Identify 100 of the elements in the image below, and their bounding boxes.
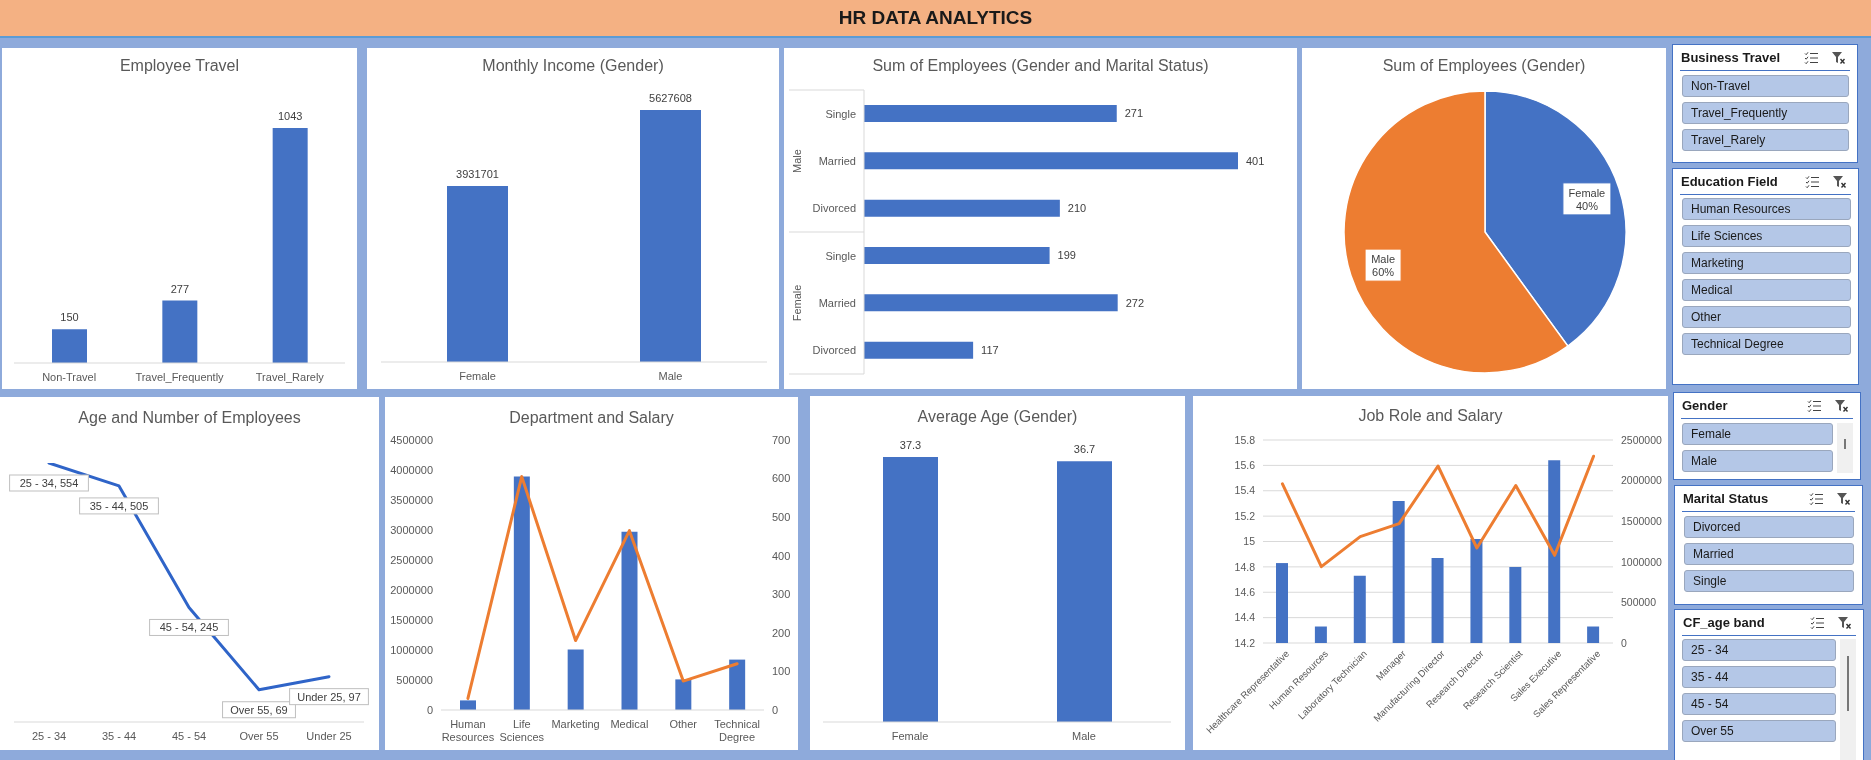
bar — [567, 649, 584, 710]
text: Gender — [1682, 398, 1728, 413]
bar — [864, 199, 1060, 217]
y-tick-label: 3000000 — [390, 523, 433, 536]
filter-button: Single — [1684, 570, 1854, 592]
text: Marital Status — [1683, 491, 1769, 506]
filter-button: Human Resources — [1682, 198, 1851, 220]
chart-title: Sum of Employees (Gender) — [1382, 57, 1586, 74]
x-tick-label: Marketing — [551, 717, 600, 730]
y2-tick-label: 700 — [772, 433, 791, 446]
data-label: Over 55, 69 — [230, 703, 288, 716]
data-label: 150 — [60, 311, 79, 324]
y-tick-label: 4500000 — [390, 433, 433, 446]
y2-tick-label: 500000 — [1621, 596, 1657, 609]
data-label: 3931701 — [456, 167, 499, 180]
data-label: 117 — [981, 344, 999, 357]
y2-tick-label: 600 — [772, 472, 791, 485]
data-label: 25 - 34, 554 — [19, 476, 79, 489]
filter-button: Over 55 — [1682, 720, 1836, 742]
x-tick-label: Female — [459, 369, 496, 382]
data-label: 277 — [170, 282, 190, 295]
x-tick-label: Female — [891, 729, 929, 742]
y2-tick-label: 100 — [772, 665, 791, 678]
filter-button: Divorced — [1684, 516, 1854, 538]
y2-tick-label: 200 — [772, 626, 791, 639]
y-tick-label: 15 — [1243, 535, 1256, 548]
y-tick-label: 2500000 — [390, 553, 433, 566]
bar — [729, 659, 746, 710]
bar — [864, 341, 974, 359]
data-label: 401 — [1246, 154, 1265, 167]
filter-button: Technical Degree — [1682, 333, 1851, 355]
bar — [864, 247, 1050, 264]
x-tick-label: Under 25 — [306, 729, 352, 742]
filter-button: Travel_Rarely — [1682, 129, 1849, 151]
bar — [864, 294, 1118, 312]
y-tick-label: 15.6 — [1234, 459, 1256, 472]
y-tick-label: 15.8 — [1234, 433, 1256, 446]
chart-title: Employee Travel — [119, 57, 240, 74]
y2-tick-label: 0 — [1621, 636, 1627, 649]
y-tick-label: 14.2 — [1234, 636, 1256, 649]
filter-button: Travel_Frequently — [1682, 102, 1849, 124]
text: Female — [790, 284, 803, 322]
y-tick-label: 1000000 — [390, 643, 433, 656]
y2-tick-label: 500 — [772, 511, 791, 524]
bar — [864, 105, 1117, 122]
chart-title: Average Age (Gender) — [917, 408, 1078, 425]
y-tick-label: Single — [825, 249, 856, 262]
y-tick-label: 0 — [426, 703, 433, 716]
chart-title: Monthly Income (Gender) — [482, 57, 664, 74]
y2-tick-label: 2000000 — [1621, 474, 1663, 487]
y-tick-label: Single — [825, 107, 856, 120]
y-tick-label: 14.6 — [1234, 585, 1256, 598]
x-tick-label: Male — [1072, 729, 1096, 742]
y-tick-label: 14.4 — [1234, 611, 1256, 624]
slice-label: Male — [1371, 252, 1396, 265]
y-tick-label: Married — [818, 154, 856, 167]
bar — [864, 152, 1238, 170]
x-tick-label: Life Sciences — [499, 717, 545, 744]
y-tick-label: Divorced — [812, 344, 856, 357]
y-tick-label: Married — [818, 296, 856, 309]
y-tick-label: 15.4 — [1234, 484, 1256, 497]
filter-button: 25 - 34 — [1682, 639, 1836, 661]
y2-tick-label: 1500000 — [1621, 514, 1663, 527]
text: HR DATA ANALYTICS — [838, 7, 1033, 28]
line-series — [1280, 454, 1596, 569]
x-tick-label: 35 - 44 — [101, 729, 137, 742]
y-tick-label: 14.8 — [1234, 560, 1256, 573]
x-tick-label: Technical Degree — [714, 717, 761, 744]
y-tick-label: 1500000 — [390, 613, 433, 626]
data-label: 37.3 — [899, 439, 922, 451]
chart-title: Job Role and Salary — [1358, 407, 1503, 424]
y-tick-label: 4000000 — [390, 463, 433, 476]
data-label: 199 — [1057, 249, 1076, 262]
chart-title: Sum of Employees (Gender and Marital Status) — [872, 57, 1209, 74]
bar — [460, 700, 476, 710]
y2-tick-label: 400 — [772, 549, 791, 562]
x-tick-label: Human Resources — [441, 717, 495, 744]
bar — [513, 476, 530, 710]
bar — [675, 679, 692, 710]
data-label: Under 25, 97 — [297, 690, 361, 703]
filter-button: Other — [1682, 306, 1851, 328]
filter-button: Female — [1682, 423, 1833, 445]
y-tick-label: 2000000 — [390, 583, 433, 596]
filter-button: Married — [1684, 543, 1854, 565]
text: CF_age band — [1683, 615, 1765, 630]
y-tick-label: 500000 — [396, 673, 433, 686]
x-tick-label: Over 55 — [239, 729, 279, 742]
filter-button: Life Sciences — [1682, 225, 1851, 247]
filter-button: Male — [1682, 450, 1833, 472]
y-tick-label: Divorced — [812, 202, 856, 215]
filter-button: 35 - 44 — [1682, 666, 1836, 688]
data-label: 35 - 44, 505 — [89, 499, 149, 512]
bar — [621, 531, 638, 710]
y-tick-label: 3500000 — [390, 493, 433, 506]
data-label: 210 — [1067, 202, 1087, 215]
data-label: 60% — [1372, 265, 1395, 278]
text: Male — [790, 149, 803, 173]
data-label: 36.7 — [1073, 443, 1096, 456]
x-tick-label: Non-Travel — [42, 370, 97, 383]
y2-tick-label: 0 — [772, 703, 779, 716]
